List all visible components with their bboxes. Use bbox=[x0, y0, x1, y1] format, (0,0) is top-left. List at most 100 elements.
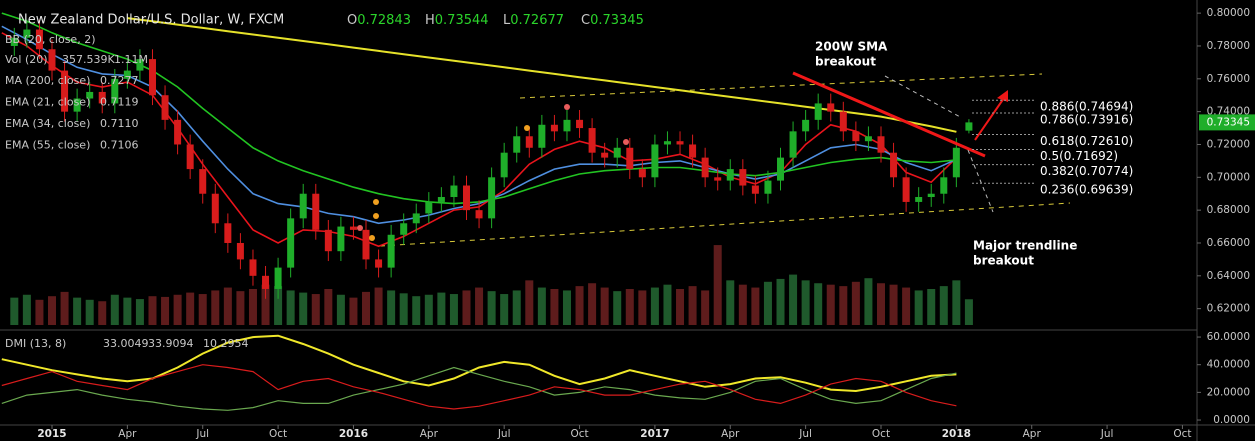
candle-body bbox=[337, 226, 345, 252]
candles bbox=[10, 19, 973, 299]
ohlc-value: 0.73544 bbox=[435, 13, 489, 28]
indicator-legend: EMA (21, close) bbox=[5, 96, 90, 109]
x-tick-label: Oct bbox=[269, 428, 287, 440]
volume-bar bbox=[701, 290, 710, 325]
candle-body bbox=[952, 147, 960, 178]
volume-bar bbox=[60, 291, 69, 325]
candle-body bbox=[513, 136, 521, 153]
x-tick-label: 2015 bbox=[37, 428, 66, 440]
candle-body bbox=[186, 144, 194, 170]
volume-bar bbox=[449, 294, 458, 325]
candle-body bbox=[400, 223, 408, 235]
volume-bar bbox=[650, 287, 659, 325]
candle-body bbox=[287, 218, 295, 268]
drawings bbox=[379, 73, 1071, 247]
candle-body bbox=[437, 197, 445, 202]
volume-bar bbox=[851, 281, 860, 325]
trendline-red bbox=[792, 71, 986, 158]
dmi-legend-value: 10.2954 bbox=[203, 337, 249, 350]
dmi-y-tick-label: 40.0000 bbox=[1207, 359, 1250, 371]
indicator-legend-value: 0.7119 bbox=[100, 96, 139, 109]
candle-body bbox=[613, 147, 621, 158]
channel-upper bbox=[519, 73, 1043, 99]
volume-bar bbox=[412, 296, 421, 325]
arrow-head bbox=[997, 90, 1008, 102]
volume-bar bbox=[399, 293, 408, 325]
candle-body bbox=[789, 131, 797, 158]
volume-bar bbox=[864, 278, 873, 325]
candle-body bbox=[349, 226, 357, 230]
volume-bar bbox=[625, 289, 634, 325]
fib-label: 0.618(0.72610) bbox=[1040, 134, 1133, 148]
candle-body bbox=[10, 37, 18, 46]
volume-bar bbox=[726, 280, 735, 325]
volume-bar bbox=[286, 290, 295, 325]
x-tick-label: Jul bbox=[798, 428, 812, 440]
volume-bar bbox=[512, 290, 521, 325]
dmi-line bbox=[1, 364, 957, 410]
volume-bar bbox=[575, 286, 584, 325]
indicator-legend-value: 0.7277 bbox=[100, 74, 139, 87]
volume-bar bbox=[927, 289, 936, 325]
volume-bar bbox=[98, 301, 107, 325]
volume-bar bbox=[500, 294, 509, 325]
x-tick-label: Apr bbox=[118, 428, 137, 440]
x-tick-label: Apr bbox=[1023, 428, 1042, 440]
candle-body bbox=[174, 119, 182, 145]
candle-body bbox=[638, 169, 646, 178]
volume-bar bbox=[324, 289, 333, 325]
candle-body bbox=[701, 157, 709, 178]
volume-bar bbox=[387, 290, 396, 325]
dmi-legend: DMI (13, 8) bbox=[5, 337, 66, 350]
volume-bar bbox=[135, 299, 144, 325]
candle-body bbox=[35, 29, 43, 50]
y-tick-label: 0.62000 bbox=[1207, 303, 1250, 315]
candle-body bbox=[86, 91, 94, 99]
candle-body bbox=[689, 144, 697, 158]
dmi-y-tick-label: 20.0000 bbox=[1207, 386, 1250, 398]
ohlc-value: 0.72677 bbox=[510, 13, 564, 28]
indicator-legend-value: 0.7110 bbox=[100, 117, 139, 130]
volume-legend-value: 357.539K bbox=[62, 53, 115, 66]
volume-bar bbox=[600, 287, 609, 325]
volume-bar bbox=[801, 280, 810, 325]
indicator-legend: EMA (55, close) bbox=[5, 139, 90, 152]
volume-bar bbox=[588, 283, 597, 325]
arrow-dashed-2 bbox=[967, 149, 994, 213]
candle-body bbox=[864, 136, 872, 142]
fib-label: 0.236(0.69639) bbox=[1040, 183, 1133, 197]
volume-bar bbox=[211, 290, 220, 325]
fib-label: 0.5(0.71692) bbox=[1040, 149, 1118, 163]
candle-body bbox=[525, 136, 533, 148]
candle-body bbox=[136, 59, 144, 71]
candle-body bbox=[877, 136, 885, 153]
y-tick-label: 0.72000 bbox=[1207, 138, 1250, 150]
y-tick-label: 0.68000 bbox=[1207, 204, 1250, 216]
candle-body bbox=[262, 275, 270, 289]
candle-body bbox=[412, 213, 420, 224]
x-tick-label: Oct bbox=[1173, 428, 1191, 440]
candle-body bbox=[199, 169, 207, 194]
candle-body bbox=[23, 29, 31, 38]
ohlc-label: H bbox=[425, 13, 435, 28]
candle-body bbox=[852, 131, 860, 142]
volume-bar bbox=[902, 287, 911, 325]
volume-bar bbox=[349, 297, 358, 325]
volume-bar bbox=[299, 292, 308, 325]
volume-legend: Vol (20) bbox=[5, 53, 48, 66]
candle-body bbox=[651, 144, 659, 178]
candle-body bbox=[324, 229, 332, 252]
candle-body bbox=[375, 259, 383, 268]
volume-bar bbox=[198, 294, 207, 325]
labels: New Zealand Dollar/U.S. Dollar, W, FXCM … bbox=[5, 7, 1255, 440]
y-tick-label: 0.80000 bbox=[1207, 7, 1250, 19]
ohlc-field: H0.73544 bbox=[425, 13, 489, 28]
volume-bar bbox=[261, 284, 270, 325]
candle-body bbox=[940, 177, 948, 194]
y-tick-label: 0.78000 bbox=[1207, 40, 1250, 52]
candle-body bbox=[299, 193, 307, 219]
volume-bar bbox=[123, 297, 132, 325]
volume-bar bbox=[462, 290, 471, 325]
volume-bar bbox=[73, 297, 82, 325]
volume-bar bbox=[550, 289, 559, 325]
